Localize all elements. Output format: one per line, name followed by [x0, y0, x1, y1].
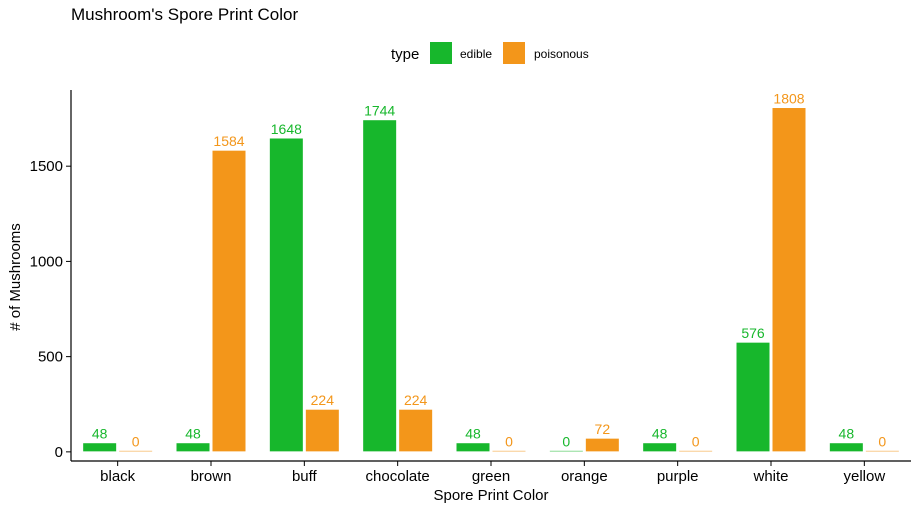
bar-edible-brown [175, 442, 211, 453]
bars-group [82, 107, 900, 453]
bar-poisonous-brown [211, 149, 247, 453]
data-labels-group: 48 0 48 1584 1648 224 1744 224 48 0 0 72 48 0 576 1808 4… [92, 91, 887, 450]
data-label-edible-yellow: 48 [839, 426, 855, 442]
y-tick-label-0: 0 [55, 444, 63, 461]
data-label-edible-black: 48 [92, 426, 108, 442]
x-tick-label-black: black [100, 468, 136, 485]
data-label-edible-buff: 1648 [271, 121, 302, 137]
data-label-poisonous-buff: 224 [311, 392, 335, 408]
x-tick-label-buff: buff [292, 468, 318, 485]
data-label-poisonous-chocolate: 224 [404, 392, 428, 408]
legend-title: type [391, 46, 420, 63]
axes-group: black brown buff chocolate green orange purple… [30, 90, 911, 485]
x-tick-label-brown: brown [191, 468, 232, 485]
bar-poisonous-black [118, 449, 154, 453]
y-tick-label-1000: 1000 [30, 253, 63, 270]
x-tick-label-green: green [472, 468, 510, 485]
legend-label-poisonous: poisonous [534, 47, 589, 61]
data-label-poisonous-yellow: 0 [878, 433, 886, 449]
data-label-edible-brown: 48 [185, 426, 201, 442]
data-label-poisonous-brown: 1584 [213, 133, 244, 149]
y-axis-label: # of Mushrooms [7, 223, 24, 331]
bar-edible-purple [642, 442, 678, 453]
bar-edible-buff [268, 137, 304, 453]
bar-poisonous-white [771, 107, 807, 453]
bar-edible-yellow [828, 442, 864, 453]
legend-swatch-poisonous [503, 42, 525, 64]
chart-title: Mushroom's Spore Print Color [71, 5, 299, 24]
bar-poisonous-yellow [864, 449, 900, 453]
data-label-poisonous-black: 0 [132, 433, 140, 449]
data-label-edible-green: 48 [465, 426, 481, 442]
bar-poisonous-chocolate [398, 408, 434, 453]
bar-poisonous-purple [678, 449, 714, 453]
bar-edible-orange [548, 449, 584, 453]
data-label-edible-white: 576 [741, 325, 765, 341]
x-tick-label-orange: orange [561, 468, 608, 485]
legend-label-edible: edible [460, 47, 493, 61]
x-tick-label-purple: purple [657, 468, 699, 485]
bar-poisonous-buff [304, 408, 340, 453]
y-tick-label-500: 500 [38, 349, 63, 366]
x-axis-label: Spore Print Color [433, 487, 548, 504]
legend: type edible poisonous [0, 42, 920, 68]
x-tick-label-chocolate: chocolate [366, 468, 430, 485]
x-tick-label-yellow: yellow [843, 468, 885, 485]
bar-edible-white [735, 341, 771, 453]
bar-poisonous-green [491, 449, 527, 453]
data-label-edible-purple: 48 [652, 426, 668, 442]
bar-poisonous-orange [584, 437, 620, 453]
x-tick-label-white: white [752, 468, 788, 485]
data-label-poisonous-purple: 0 [692, 433, 700, 449]
legend-swatch-edible [430, 42, 452, 64]
data-label-poisonous-green: 0 [505, 433, 513, 449]
bar-edible-green [455, 442, 491, 453]
y-tick-label-1500: 1500 [30, 158, 63, 175]
data-label-edible-orange: 0 [562, 433, 570, 449]
bar-edible-chocolate [362, 119, 398, 453]
bar-edible-black [82, 442, 118, 453]
data-label-poisonous-orange: 72 [595, 421, 611, 437]
data-label-edible-chocolate: 1744 [364, 103, 395, 119]
data-label-poisonous-white: 1808 [773, 91, 804, 107]
